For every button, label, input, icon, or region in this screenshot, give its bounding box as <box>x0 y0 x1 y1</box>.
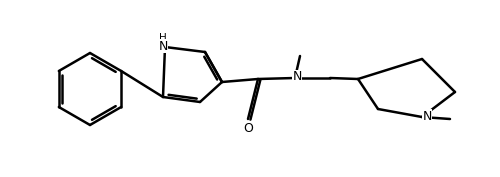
Text: N: N <box>158 39 168 53</box>
Text: N: N <box>292 70 302 84</box>
Text: N: N <box>422 110 432 122</box>
Text: O: O <box>243 121 253 135</box>
Text: H: H <box>159 33 167 43</box>
